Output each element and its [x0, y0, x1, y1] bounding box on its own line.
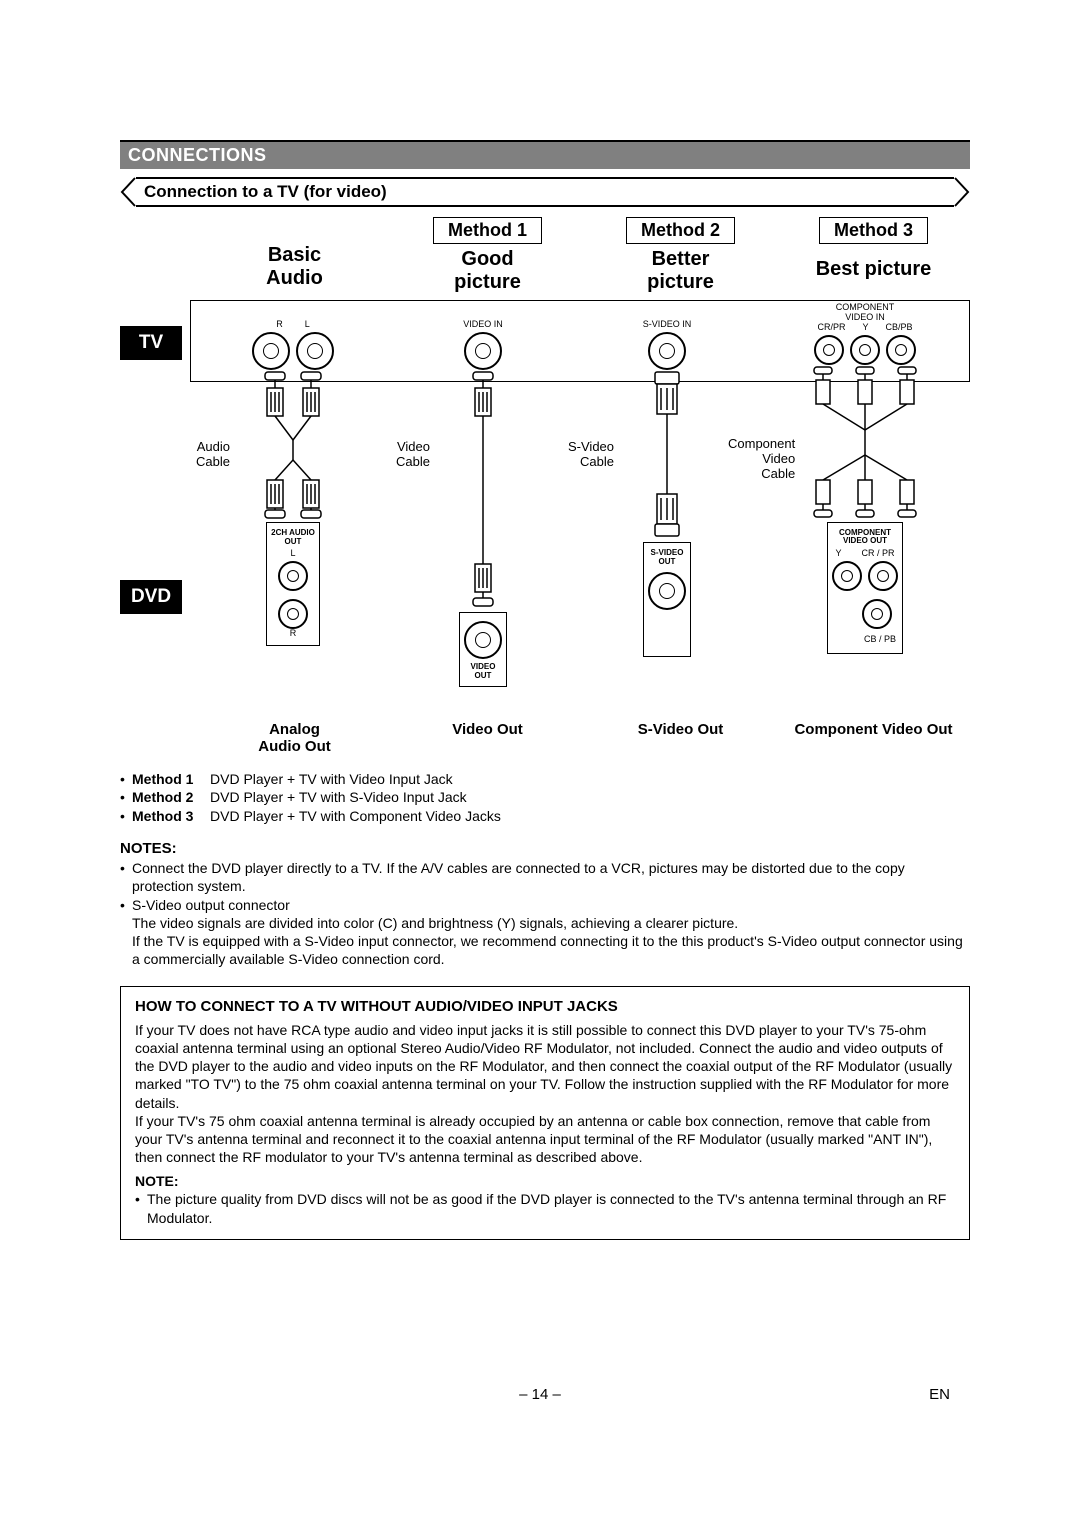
tv-video-jack [464, 332, 502, 370]
howto-note-header: NOTE: [135, 1172, 955, 1190]
howto-title: HOW TO CONNECT TO A TV WITHOUT AUDIO/VID… [135, 997, 955, 1017]
dvd-audio-l-jack [278, 561, 308, 591]
banner: Connection to a TV (for video) [120, 177, 970, 207]
audio-cable-label: AudioCable [196, 440, 230, 470]
method-2-name: Method 2 [132, 788, 210, 807]
chevron-right-icon [954, 177, 970, 207]
section-header: CONNECTIONS [120, 140, 970, 169]
method-1-box: Method 1 [433, 217, 542, 244]
audio-cable-icon [243, 370, 343, 520]
tv-audio-r-jack [252, 332, 290, 370]
tv-audio-l-label: L [305, 320, 310, 330]
dvd-comp-jack-2 [868, 561, 898, 591]
page-number: – 14 – [0, 1386, 1080, 1403]
dvd-video-out-label: VIDEOOUT [464, 663, 502, 681]
svideo-cable-label: S-VideoCable [568, 440, 614, 470]
lang-indicator: EN [929, 1386, 950, 1403]
tv-comp-cr: CR/PR [817, 323, 845, 333]
component-cable-label: ComponentVideoCable [728, 437, 795, 482]
dvd-svideo-out-box: S-VIDEOOUT [643, 542, 691, 658]
dvd-audio-r-label: R [271, 629, 315, 639]
column-headers: BasicAudio Method 1 Goodpicture Method 2… [120, 217, 970, 294]
tv-comp-jack-1 [814, 335, 844, 365]
dvd-audio-r-jack [278, 599, 308, 629]
tv-comp-jack-2 [850, 335, 880, 365]
notes-list: •Connect the DVD player directly to a TV… [120, 859, 970, 968]
col1-title-l2: Audio [266, 267, 323, 289]
output-labels-row: AnalogAudio Out Video Out S-Video Out Co… [120, 721, 970, 756]
col2-title-l1: Good [461, 248, 513, 270]
dvd-audio-out-label: 2CH AUDIOOUT [271, 529, 315, 547]
connection-diagram: TV DVD RL Audi [120, 300, 970, 715]
diagram-col-video: VIDEO IN VideoCable VIDEOOUT [388, 300, 578, 715]
component-cable-icon [800, 365, 930, 520]
method-3-name: Method 3 [132, 807, 210, 826]
method-3-desc: DVD Player + TV with Component Video Jac… [210, 807, 501, 826]
video-out-label: Video Out [391, 721, 584, 756]
dvd-audio-l-label: L [271, 549, 315, 559]
howto-note: The picture quality from DVD discs will … [147, 1190, 955, 1226]
diagram-col-svideo: S-VIDEO IN S-VideoCable S-VIDEOOUT [572, 300, 762, 715]
method-3-box: Method 3 [819, 217, 928, 244]
dvd-badge: DVD [120, 580, 182, 614]
dvd-comp-y-label: Y [835, 549, 841, 559]
dvd-svideo-out-label: S-VIDEOOUT [648, 549, 686, 567]
tv-comp-jack-3 [886, 335, 916, 365]
banner-title: Connection to a TV (for video) [136, 177, 954, 207]
method-1-name: Method 1 [132, 770, 210, 789]
method-descriptions: •Method 1DVD Player + TV with Video Inpu… [120, 770, 970, 827]
col3-title-l1: Better [652, 248, 710, 270]
dvd-component-out-label: COMPONENTVIDEO OUT [832, 529, 898, 547]
dvd-audio-out-box: 2CH AUDIOOUT L R [266, 522, 320, 646]
tv-badge: TV [120, 326, 182, 360]
tv-audio-l-jack [296, 332, 334, 370]
tv-svideo-jack [648, 332, 686, 370]
dvd-video-jack [464, 621, 502, 659]
dvd-svideo-jack [648, 572, 686, 610]
video-cable-label: VideoCable [396, 440, 430, 470]
col3-title-l2: picture [647, 271, 714, 293]
howto-body: If your TV does not have RCA type audio … [135, 1021, 955, 1167]
diagram-col-audio: R L AudioCable [198, 300, 388, 715]
tv-comp-y: Y [862, 323, 868, 333]
svideo-out-label: S-Video Out [584, 721, 777, 756]
col1-title-l1: Basic [268, 244, 321, 266]
method-1-desc: DVD Player + TV with Video Input Jack [210, 770, 453, 789]
chevron-left-icon [120, 177, 136, 207]
tv-svideo-in-label: S-VIDEO IN [572, 320, 762, 330]
howto-box: HOW TO CONNECT TO A TV WITHOUT AUDIO/VID… [120, 986, 970, 1240]
col4-title-l1: Best picture [816, 258, 932, 280]
svideo-cable-icon [637, 370, 697, 540]
note-2: S-Video output connector The video signa… [132, 896, 970, 969]
tv-comp-cb: CB/PB [886, 323, 913, 333]
diagram-col-component: COMPONENTVIDEO IN CR/PRYCB/PB ComponentV… [760, 300, 970, 715]
tv-component-label: COMPONENTVIDEO IN [760, 303, 970, 323]
component-video-out-label: Component Video Out [777, 721, 970, 756]
dvd-component-out-box: COMPONENTVIDEO OUT Y CR / PR CB / PB [827, 522, 903, 654]
dvd-comp-cr-label: CR / PR [862, 549, 895, 559]
video-cable-icon [453, 370, 513, 610]
col2-title-l2: picture [454, 271, 521, 293]
method-2-desc: DVD Player + TV with S-Video Input Jack [210, 788, 467, 807]
dvd-comp-cb-label: CB / PB [864, 634, 896, 644]
dvd-comp-jack-3 [862, 599, 892, 629]
notes-header: NOTES: [120, 840, 970, 857]
dvd-comp-jack-1 [832, 561, 862, 591]
method-2-box: Method 2 [626, 217, 735, 244]
dvd-video-out-box: VIDEOOUT [459, 612, 507, 688]
analog-audio-out-label: AnalogAudio Out [198, 721, 391, 756]
note-1: Connect the DVD player directly to a TV.… [132, 859, 970, 895]
tv-audio-r-label: R [276, 320, 283, 330]
tv-video-in-label: VIDEO IN [388, 320, 578, 330]
